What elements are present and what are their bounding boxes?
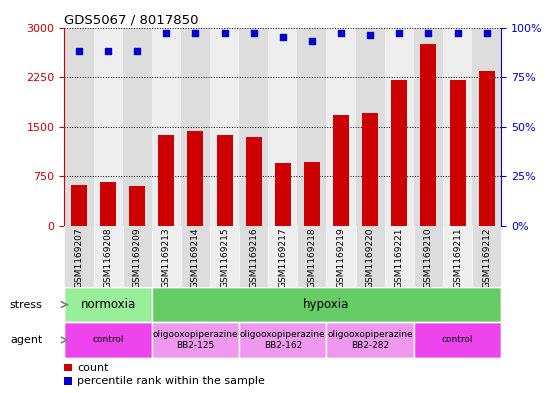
Bar [443,226,472,287]
Bar [333,115,349,226]
Bar [443,28,472,226]
Bar [123,28,152,226]
Bar [239,28,268,226]
Bar [275,163,291,226]
Bar [304,162,320,226]
Point [74,48,83,55]
Bar [362,113,378,226]
Text: GSM1169219: GSM1169219 [337,227,346,288]
Text: GSM1169215: GSM1169215 [220,227,229,288]
Bar [217,135,232,226]
Point [162,30,171,37]
Bar [268,226,297,287]
Point [278,34,287,40]
Bar [421,44,436,226]
Bar [64,322,152,358]
Text: oligooxopiperazine
BB2-125: oligooxopiperazine BB2-125 [153,330,238,350]
Point [395,30,404,37]
Text: stress: stress [10,299,43,310]
Point [337,30,346,37]
Bar [297,28,326,226]
Bar [239,322,326,358]
Text: hypoxia: hypoxia [304,298,349,311]
Bar [152,322,239,358]
Text: GSM1169212: GSM1169212 [482,227,491,288]
Bar [414,322,501,358]
Bar [64,226,94,287]
Point [307,38,316,44]
Bar [239,226,268,287]
Bar [479,70,494,226]
Text: GSM1169221: GSM1169221 [395,227,404,288]
Bar [129,185,145,226]
Bar [100,182,116,226]
Text: GSM1169218: GSM1169218 [307,227,316,288]
Text: GSM1169213: GSM1169213 [162,227,171,288]
Bar [326,226,356,287]
Text: agent: agent [10,335,43,345]
Point [482,30,491,37]
Bar [297,226,326,287]
Bar [414,226,443,287]
Point [191,30,200,37]
Point [366,32,375,39]
Text: GSM1169217: GSM1169217 [278,227,287,288]
Bar [94,28,123,226]
Text: oligooxopiperazine
BB2-162: oligooxopiperazine BB2-162 [240,330,325,350]
Bar [472,226,501,287]
Bar [152,226,181,287]
Text: GSM1169216: GSM1169216 [249,227,258,288]
Bar [414,28,443,226]
Bar [123,226,152,287]
Bar [188,131,203,226]
Bar [71,185,87,226]
Bar [326,322,414,358]
Point [220,30,229,37]
Point [133,48,142,55]
Bar [64,287,152,322]
Bar [326,28,356,226]
Text: GSM1169220: GSM1169220 [366,227,375,288]
Bar [181,28,210,226]
Text: GSM1169211: GSM1169211 [453,227,462,288]
Text: GSM1169209: GSM1169209 [133,227,142,288]
Point [424,30,433,37]
Point [104,48,113,55]
Text: oligooxopiperazine
BB2-282: oligooxopiperazine BB2-282 [328,330,413,350]
Bar [210,28,239,226]
Text: GDS5067 / 8017850: GDS5067 / 8017850 [64,13,199,26]
Bar [385,28,414,226]
Bar [268,28,297,226]
Bar [94,226,123,287]
Text: GSM1169208: GSM1169208 [104,227,113,288]
Text: normoxia: normoxia [81,298,136,311]
Bar [152,287,501,322]
Bar [64,28,94,226]
Bar [210,226,239,287]
Text: count: count [77,363,109,373]
Bar [356,226,385,287]
Text: control: control [442,336,473,344]
Bar [356,28,385,226]
Bar [450,81,465,226]
Text: percentile rank within the sample: percentile rank within the sample [77,376,265,386]
Bar [246,137,262,226]
Text: control: control [92,336,124,344]
Point [249,30,258,37]
Bar [385,226,414,287]
Bar [152,28,181,226]
Bar [181,226,210,287]
Bar [158,135,174,226]
Text: GSM1169207: GSM1169207 [74,227,83,288]
Point [453,30,462,37]
Bar [472,28,501,226]
Text: GSM1169210: GSM1169210 [424,227,433,288]
Text: GSM1169214: GSM1169214 [191,227,200,288]
Bar [391,81,407,226]
